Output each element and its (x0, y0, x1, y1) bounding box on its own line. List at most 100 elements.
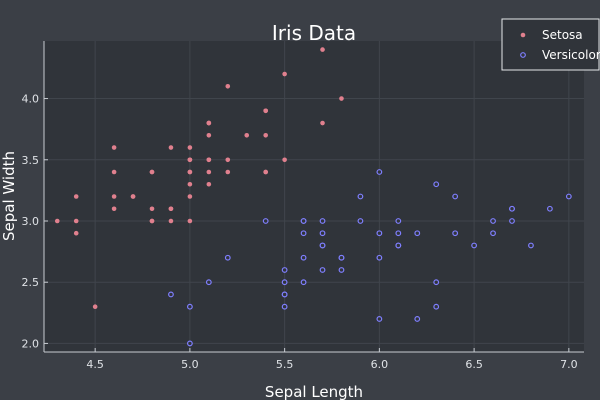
versicolor-point (395, 242, 402, 249)
setosa-point (168, 206, 174, 212)
y-tick-label: 2.5 (22, 276, 40, 289)
y-ticks: 2.0 2.5 3.0 3.5 4.0 (22, 93, 48, 350)
versicolor-point (319, 242, 326, 249)
versicolor-point (490, 218, 496, 224)
setosa-point (339, 96, 344, 101)
versicolor-point (452, 193, 459, 200)
versicolor-point (300, 218, 307, 224)
legend-label-setosa: Setosa (542, 28, 583, 42)
setosa-point (168, 218, 174, 224)
setosa-point (263, 169, 268, 175)
versicolor-point (395, 230, 402, 237)
versicolor-point (376, 316, 383, 322)
setosa-point (187, 218, 193, 224)
x-tick-label: 7.0 (560, 358, 578, 371)
setosa-point (263, 108, 268, 114)
setosa-point (111, 194, 117, 199)
setosa-point (206, 120, 212, 126)
setosa-point (187, 181, 193, 187)
versicolor-point (338, 254, 345, 261)
setosa-point (130, 194, 136, 199)
x-tick-label: 6.0 (371, 358, 389, 371)
versicolor-point (357, 193, 364, 200)
versicolor-point (414, 230, 421, 237)
versicolor-point (376, 254, 383, 261)
versicolor-point (490, 230, 496, 237)
versicolor-point (300, 254, 307, 261)
setosa-point (149, 169, 155, 175)
versicolor-point (433, 279, 440, 286)
setosa-point (206, 132, 212, 138)
versicolor-point (395, 218, 402, 224)
versicolor-point (433, 181, 440, 188)
y-tick-label: 4.0 (22, 93, 40, 106)
x-tick-label: 6.5 (465, 358, 483, 371)
x-tick-label: 4.5 (86, 358, 104, 371)
series-setosa (54, 47, 344, 309)
versicolor-point (300, 279, 307, 286)
setosa-point (92, 304, 98, 309)
setosa-point (187, 157, 193, 163)
versicolor-point (565, 193, 572, 200)
versicolor-point (186, 303, 193, 310)
plot-area (44, 41, 584, 352)
setosa-point (187, 169, 193, 175)
setosa-point (168, 145, 174, 150)
setosa-point (206, 169, 212, 175)
setosa-point (206, 157, 212, 163)
versicolor-point (168, 291, 174, 298)
setosa-point (225, 157, 231, 163)
setosa-point (111, 206, 117, 212)
x-ticks: 4.5 5.0 5.5 6.0 6.5 7.0 (86, 348, 578, 371)
versicolor-point (452, 230, 459, 237)
legend-marker-versicolor (520, 52, 526, 58)
setosa-point (225, 169, 231, 175)
x-tick-label: 5.0 (181, 358, 199, 371)
setosa-point (320, 47, 325, 52)
setosa-point (111, 169, 117, 175)
y-tick-label: 2.0 (22, 337, 40, 350)
versicolor-point (205, 279, 212, 286)
data-points (54, 47, 572, 347)
versicolor-point (281, 291, 288, 298)
legend-box (501, 18, 600, 71)
legend-label-versicolor: Versicolor (542, 48, 600, 62)
x-tick-label: 5.5 (276, 358, 294, 371)
legend: Setosa Versicolor (501, 18, 600, 71)
setosa-point (187, 194, 193, 199)
versicolor-point (471, 242, 478, 249)
chart-title: Iris Data (272, 21, 356, 45)
versicolor-point (281, 279, 288, 286)
setosa-point (244, 132, 250, 138)
versicolor-point (186, 340, 193, 347)
versicolor-point (281, 267, 288, 273)
setosa-point (149, 218, 155, 224)
versicolor-point (262, 218, 269, 224)
setosa-point (320, 120, 325, 126)
setosa-point (111, 145, 117, 150)
x-axis-title: Sepal Length (265, 383, 363, 400)
versicolor-point (414, 316, 421, 322)
versicolor-point (319, 230, 326, 237)
versicolor-point (300, 230, 307, 237)
axes (43, 41, 584, 353)
versicolor-point (433, 303, 440, 310)
setosa-point (149, 206, 155, 212)
versicolor-point (376, 169, 383, 175)
series-versicolor (168, 169, 572, 347)
versicolor-point (224, 254, 231, 261)
setosa-point (73, 194, 79, 199)
setosa-point (54, 218, 60, 224)
versicolor-point (281, 303, 288, 310)
y-tick-label: 3.5 (22, 154, 40, 167)
versicolor-point (376, 230, 383, 237)
versicolor-point (357, 218, 364, 224)
versicolor-point (528, 242, 534, 249)
setosa-point (225, 84, 231, 89)
y-tick-label: 3.0 (22, 215, 40, 228)
setosa-point (73, 218, 79, 224)
versicolor-point (509, 205, 515, 212)
versicolor-point (319, 218, 326, 224)
legend-marker-setosa (520, 32, 526, 38)
